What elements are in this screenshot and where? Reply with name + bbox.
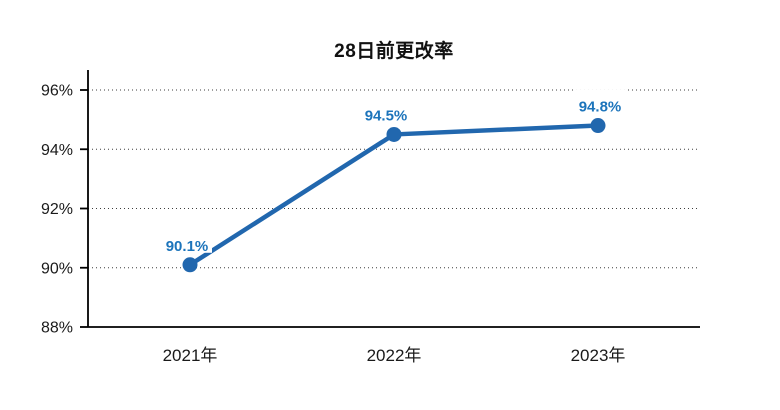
x-axis-label: 2023年: [571, 346, 626, 365]
data-label-bg: [361, 98, 411, 123]
y-tick-label: 96%: [41, 83, 73, 100]
y-tick-label: 88%: [41, 320, 73, 337]
data-label: 90.1%: [166, 238, 209, 255]
y-tick-label: 94%: [41, 142, 73, 159]
y-tick-label: 90%: [41, 260, 73, 277]
data-point: [590, 118, 606, 134]
x-axis-label: 2021年: [163, 346, 218, 365]
data-label-bg: [575, 89, 625, 114]
y-tick-label: 92%: [41, 201, 73, 218]
data-point: [182, 257, 198, 273]
series-line: [187, 123, 601, 268]
chart-title: 28日前更改率: [334, 41, 454, 62]
data-point: [386, 126, 402, 142]
x-axis-label: 2022年: [367, 346, 422, 365]
data-label: 94.5%: [365, 107, 408, 124]
data-label-bg: [162, 228, 212, 253]
data-label: 94.8%: [579, 99, 622, 116]
